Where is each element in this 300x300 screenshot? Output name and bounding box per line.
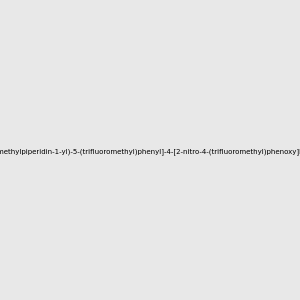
Text: N-[2-(2-methylpiperidin-1-yl)-5-(trifluoromethyl)phenyl]-4-[2-nitro-4-(trifluoro: N-[2-(2-methylpiperidin-1-yl)-5-(trifluo…: [0, 148, 300, 155]
